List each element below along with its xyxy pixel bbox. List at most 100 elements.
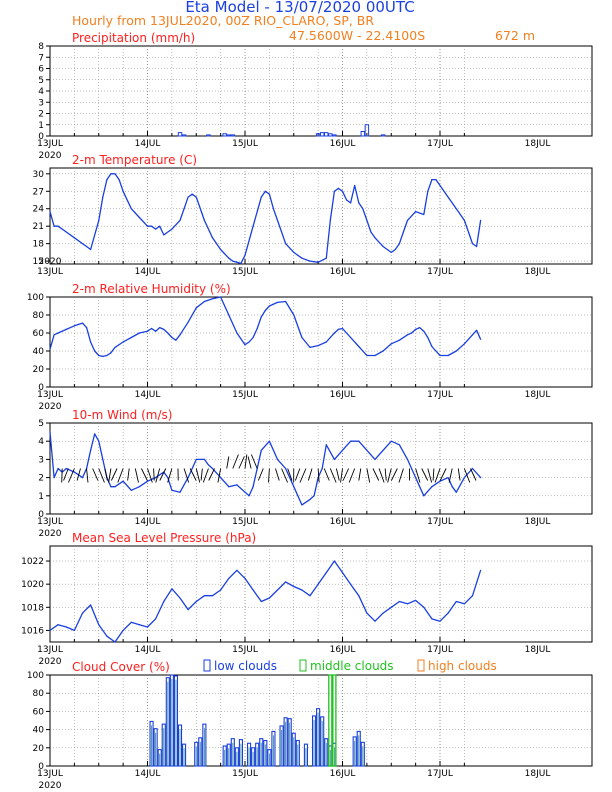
data-point xyxy=(317,261,319,263)
data-point xyxy=(382,350,384,352)
data-point xyxy=(293,486,295,488)
data-point xyxy=(49,431,51,433)
x-day-label: 13JUL xyxy=(37,267,63,277)
x-day-label: 18JUL xyxy=(525,390,551,400)
data-point xyxy=(211,298,214,300)
data-point xyxy=(333,560,335,562)
x-day-label: 17JUL xyxy=(427,139,453,149)
data-point xyxy=(398,243,400,245)
data-point xyxy=(427,190,429,192)
data-point xyxy=(167,477,169,479)
x-day-label: 14JUL xyxy=(135,769,161,779)
data-point xyxy=(150,225,153,227)
wind-arrow xyxy=(104,468,108,481)
y-tick-label: 80 xyxy=(33,689,45,699)
wind-arrow xyxy=(390,468,398,481)
data-point xyxy=(187,196,189,198)
x-year-label: 2020 xyxy=(39,257,62,267)
data-point xyxy=(333,458,335,460)
data-point xyxy=(341,572,344,574)
data-point xyxy=(49,348,51,350)
x-day-label: 18JUL xyxy=(525,139,551,149)
y-tick-label: 4 xyxy=(38,87,44,97)
x-day-label: 14JUL xyxy=(135,645,161,655)
data-point xyxy=(345,199,348,201)
data-point xyxy=(191,193,193,195)
chart-title: Eta Model - 13/07/2020 00UTC xyxy=(185,0,414,16)
data-point xyxy=(220,477,222,479)
data-point xyxy=(382,449,384,451)
data-point xyxy=(374,458,376,460)
data-point xyxy=(146,330,149,332)
y-tick-label: 15 xyxy=(33,257,44,267)
data-point xyxy=(390,440,392,442)
data-point xyxy=(398,339,400,341)
data-point xyxy=(431,179,433,181)
wind-arrow xyxy=(68,468,75,483)
data-point xyxy=(244,344,246,346)
data-point xyxy=(358,345,360,348)
x-day-label: 17JUL xyxy=(427,645,453,655)
data-point xyxy=(431,345,433,348)
wind-arrow xyxy=(340,468,343,483)
data-point xyxy=(187,477,189,479)
data-point xyxy=(309,498,311,501)
x-day-label: 18JUL xyxy=(525,517,551,527)
precip-bar xyxy=(328,133,333,137)
data-point xyxy=(146,225,149,227)
data-point xyxy=(463,343,465,345)
data-point xyxy=(321,467,323,470)
y-tick-label: 3 xyxy=(38,455,44,465)
wind-arrow xyxy=(366,468,371,483)
y-tick-label: 60 xyxy=(33,329,45,339)
y-tick-label: 1016 xyxy=(21,626,44,636)
data-point xyxy=(276,301,279,303)
x-day-label: 15JUL xyxy=(232,139,258,149)
y-tick-label: 40 xyxy=(33,347,45,357)
data-point xyxy=(98,440,100,442)
data-point xyxy=(362,350,364,352)
data-point xyxy=(53,334,55,336)
station-coords: 47.5600W - 22.4100S xyxy=(289,28,425,43)
x-day-label: 14JUL xyxy=(135,139,161,149)
data-point xyxy=(471,334,474,336)
data-point xyxy=(81,322,84,324)
data-point xyxy=(382,245,384,248)
data-point xyxy=(73,471,75,473)
x-day-label: 14JUL xyxy=(135,267,161,277)
data-point xyxy=(394,248,396,251)
data-point xyxy=(398,444,400,446)
data-point xyxy=(264,190,266,192)
precip-bar xyxy=(230,134,236,137)
data-point xyxy=(183,208,185,210)
data-point xyxy=(81,243,84,245)
precip-bar xyxy=(364,124,370,137)
x-year-label: 2020 xyxy=(39,657,62,667)
wind-arrow xyxy=(434,468,441,483)
data-point xyxy=(475,329,478,331)
data-point xyxy=(455,350,457,352)
wind-arrow xyxy=(189,468,197,481)
data-point xyxy=(94,350,96,352)
data-point xyxy=(406,458,409,460)
data-point xyxy=(480,338,482,340)
data-point xyxy=(220,589,222,591)
data-point xyxy=(374,620,376,622)
data-point xyxy=(236,484,238,486)
data-point xyxy=(211,595,214,597)
data-point xyxy=(53,477,55,479)
wind-arrow xyxy=(86,468,89,483)
wind-arrow xyxy=(200,468,203,481)
data-point xyxy=(102,355,104,357)
x-day-label: 18JUL xyxy=(525,769,551,779)
x-day-label: 18JUL xyxy=(525,267,551,277)
wind-arrow xyxy=(250,454,258,469)
data-point xyxy=(325,572,327,574)
data-point xyxy=(248,495,250,497)
data-point xyxy=(264,309,266,312)
wind-arrow xyxy=(335,468,340,481)
data-point xyxy=(114,346,116,348)
chart-subtitle: Hourly from 13JUL2020, 00Z RIO_CLARO, SP… xyxy=(72,13,374,28)
data-point xyxy=(203,595,205,597)
